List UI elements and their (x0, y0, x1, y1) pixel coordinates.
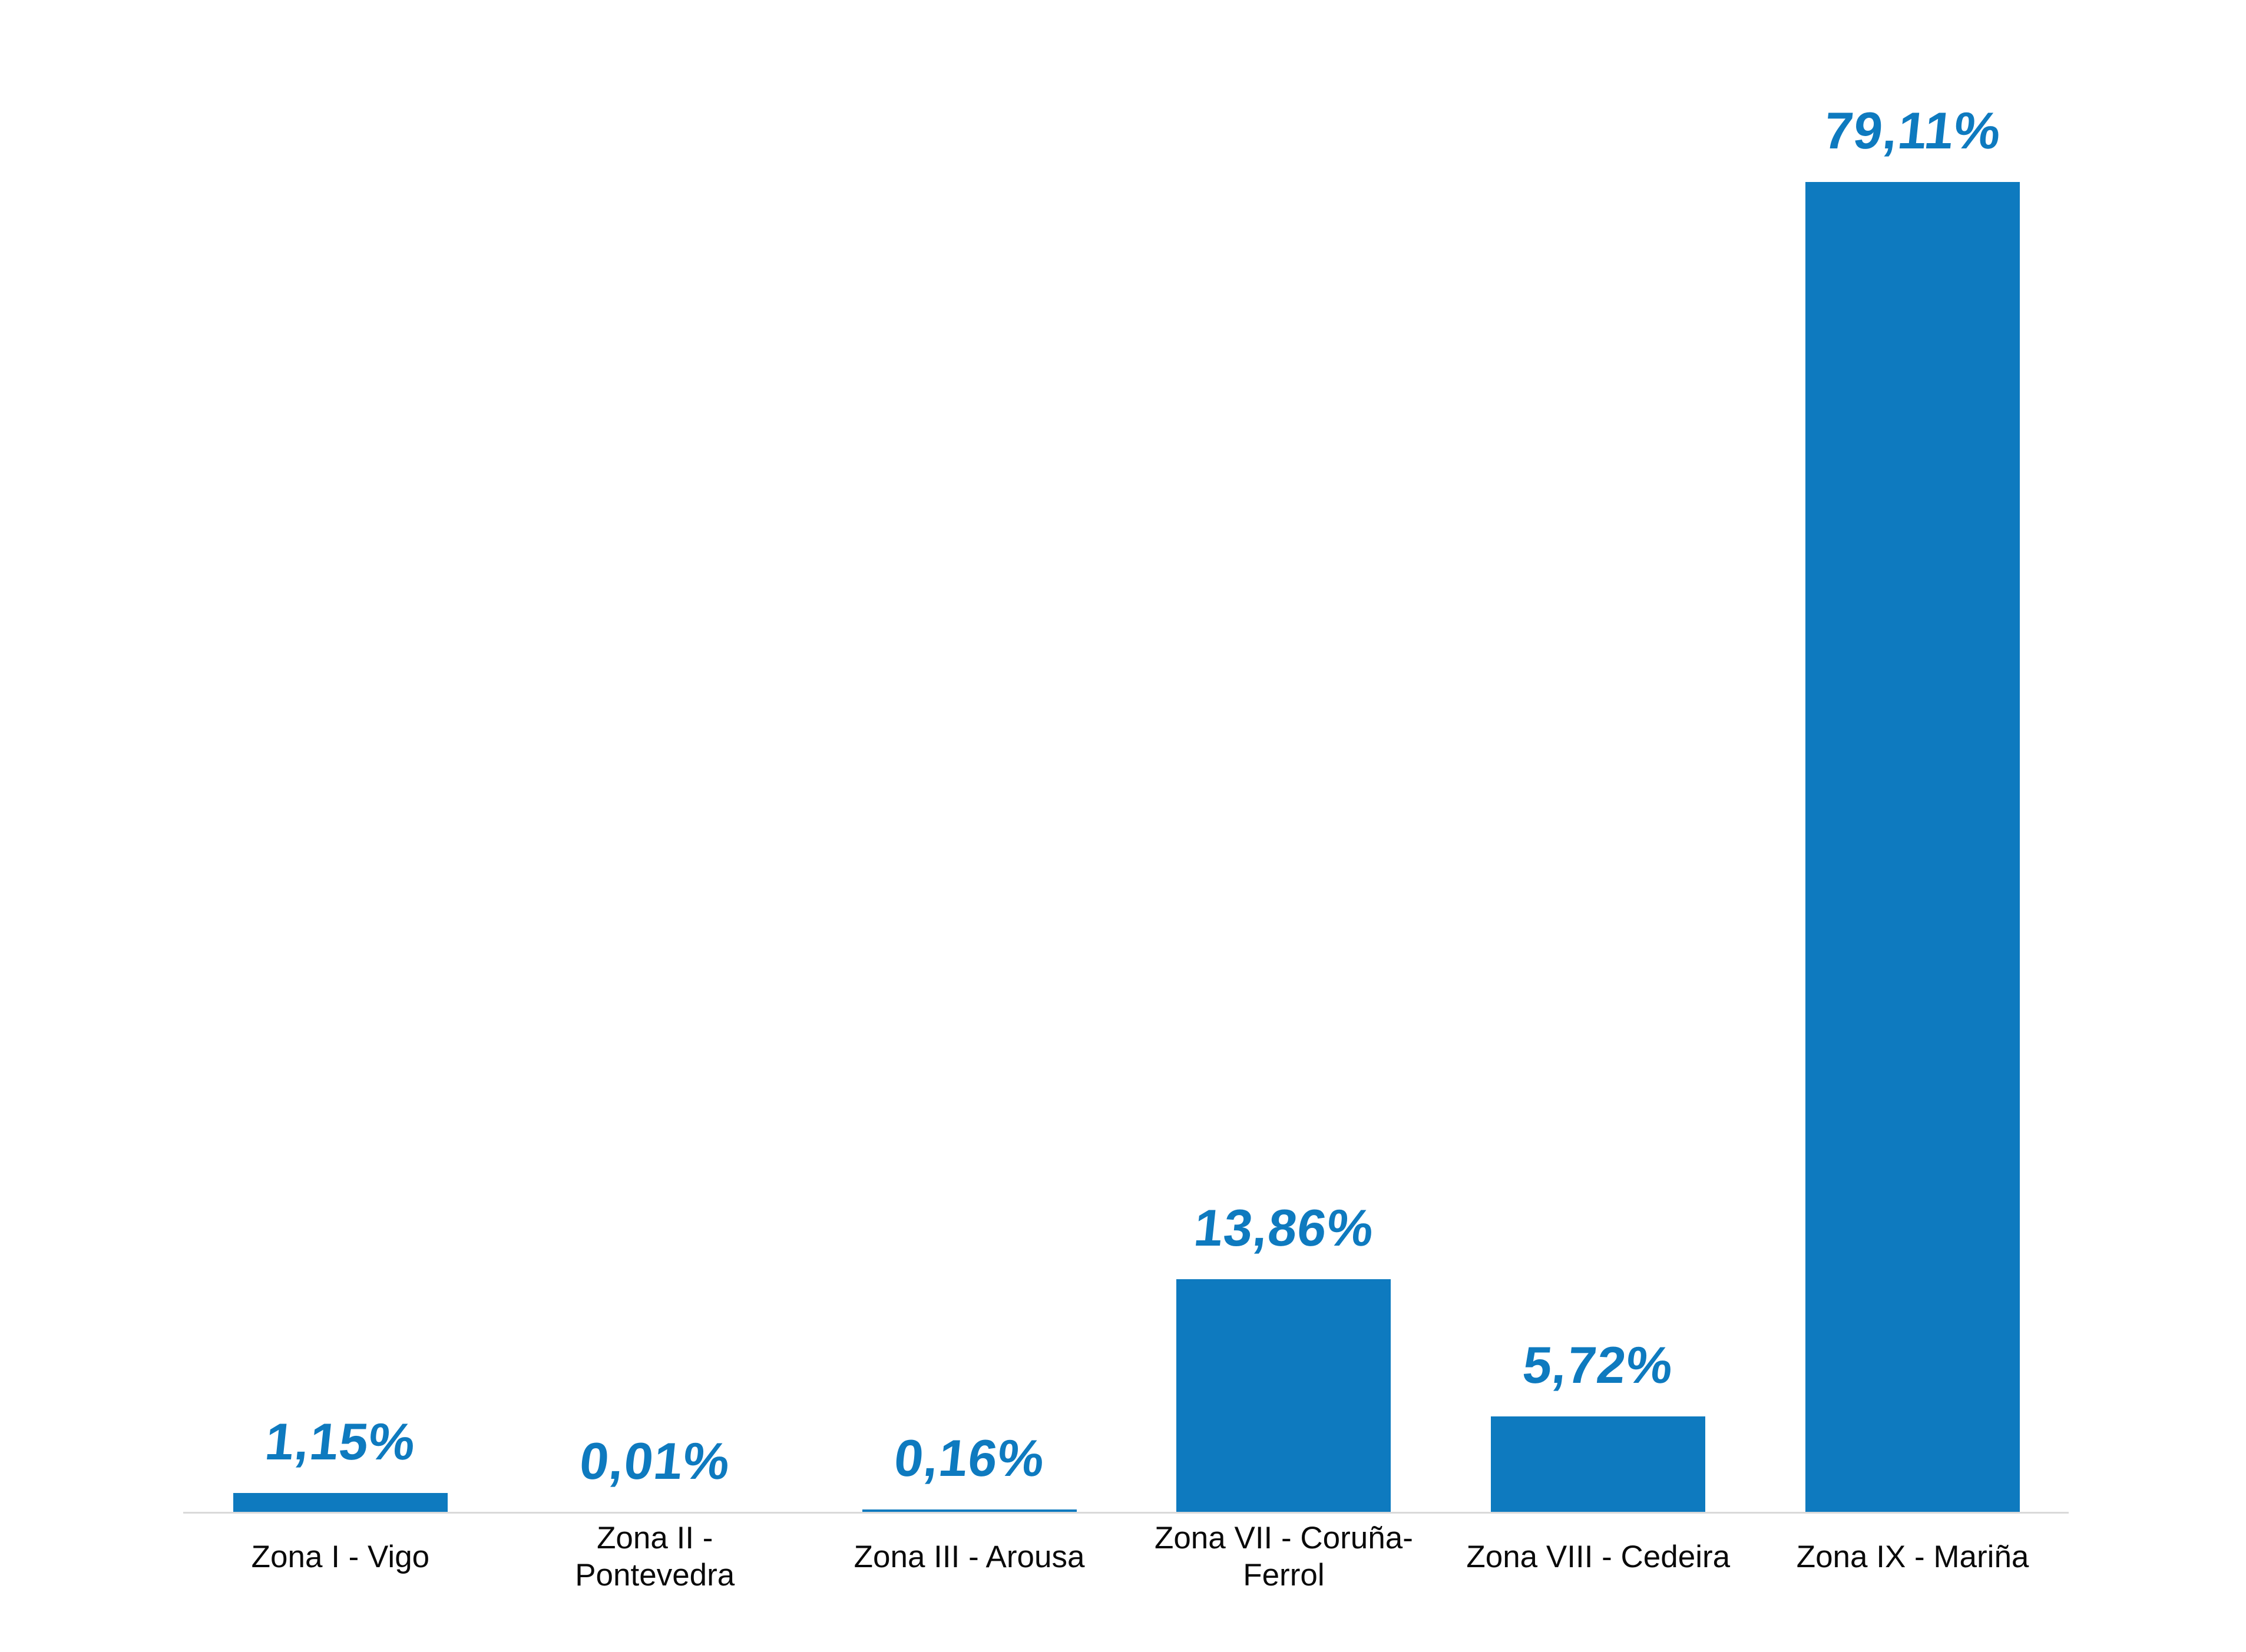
x-axis-tick-label-line: Zona II - (597, 1521, 713, 1556)
bar (1805, 182, 2020, 1512)
bar-group: 79,11% (1755, 0, 2070, 1512)
x-axis-tick-label: Zona III - Arousa (812, 1521, 1127, 1594)
bar-value-label: 79,11% (1821, 101, 2004, 160)
x-axis-tick-label: Zona II - Pontevedra (498, 1521, 812, 1594)
bar-group: 1,15% (183, 0, 498, 1512)
x-axis-tick-label: Zona VII - Coruña- Ferrol (1127, 1521, 1441, 1594)
bar (1491, 1416, 1706, 1512)
x-axis-tick-label-line: Ferrol (1243, 1558, 1325, 1593)
x-axis-tick-label-line: Zona III - Arousa (854, 1539, 1085, 1574)
x-axis-tick-label-line: Zona IX - Mariña (1796, 1539, 2029, 1574)
bar-value-label: 5,72% (1520, 1335, 1676, 1394)
bar-value-label: 13,86% (1191, 1199, 1377, 1257)
bar-group: 0,01% (498, 0, 812, 1512)
bar (233, 1493, 448, 1512)
x-axis-tick-label: Zona VIII - Cedeira (1441, 1521, 1755, 1594)
x-axis-tick-label: Zona IX - Mariña (1755, 1521, 2070, 1594)
bar-value-label: 0,16% (891, 1429, 1048, 1488)
bar (1176, 1279, 1391, 1512)
x-axis-tick-label: Zona I - Vigo (183, 1521, 498, 1594)
bar-group: 13,86% (1127, 0, 1441, 1512)
x-axis-tick-label-line: Pontevedra (575, 1558, 735, 1593)
x-axis-tick-label-line: Zona I - Vigo (251, 1539, 430, 1574)
bar (862, 1509, 1077, 1512)
bar-group: 5,72% (1441, 0, 1755, 1512)
plot-area: 1,15% 0,01% 0,16% 13,86% 5,72% 79,11% (183, 0, 2070, 1512)
x-axis-tick-label-line: Zona VII - Coruña- (1154, 1521, 1413, 1556)
x-axis-tick-label-line: Zona VIII - Cedeira (1466, 1539, 1731, 1574)
x-axis-line (183, 1512, 2069, 1514)
bar-group: 0,16% (812, 0, 1127, 1512)
